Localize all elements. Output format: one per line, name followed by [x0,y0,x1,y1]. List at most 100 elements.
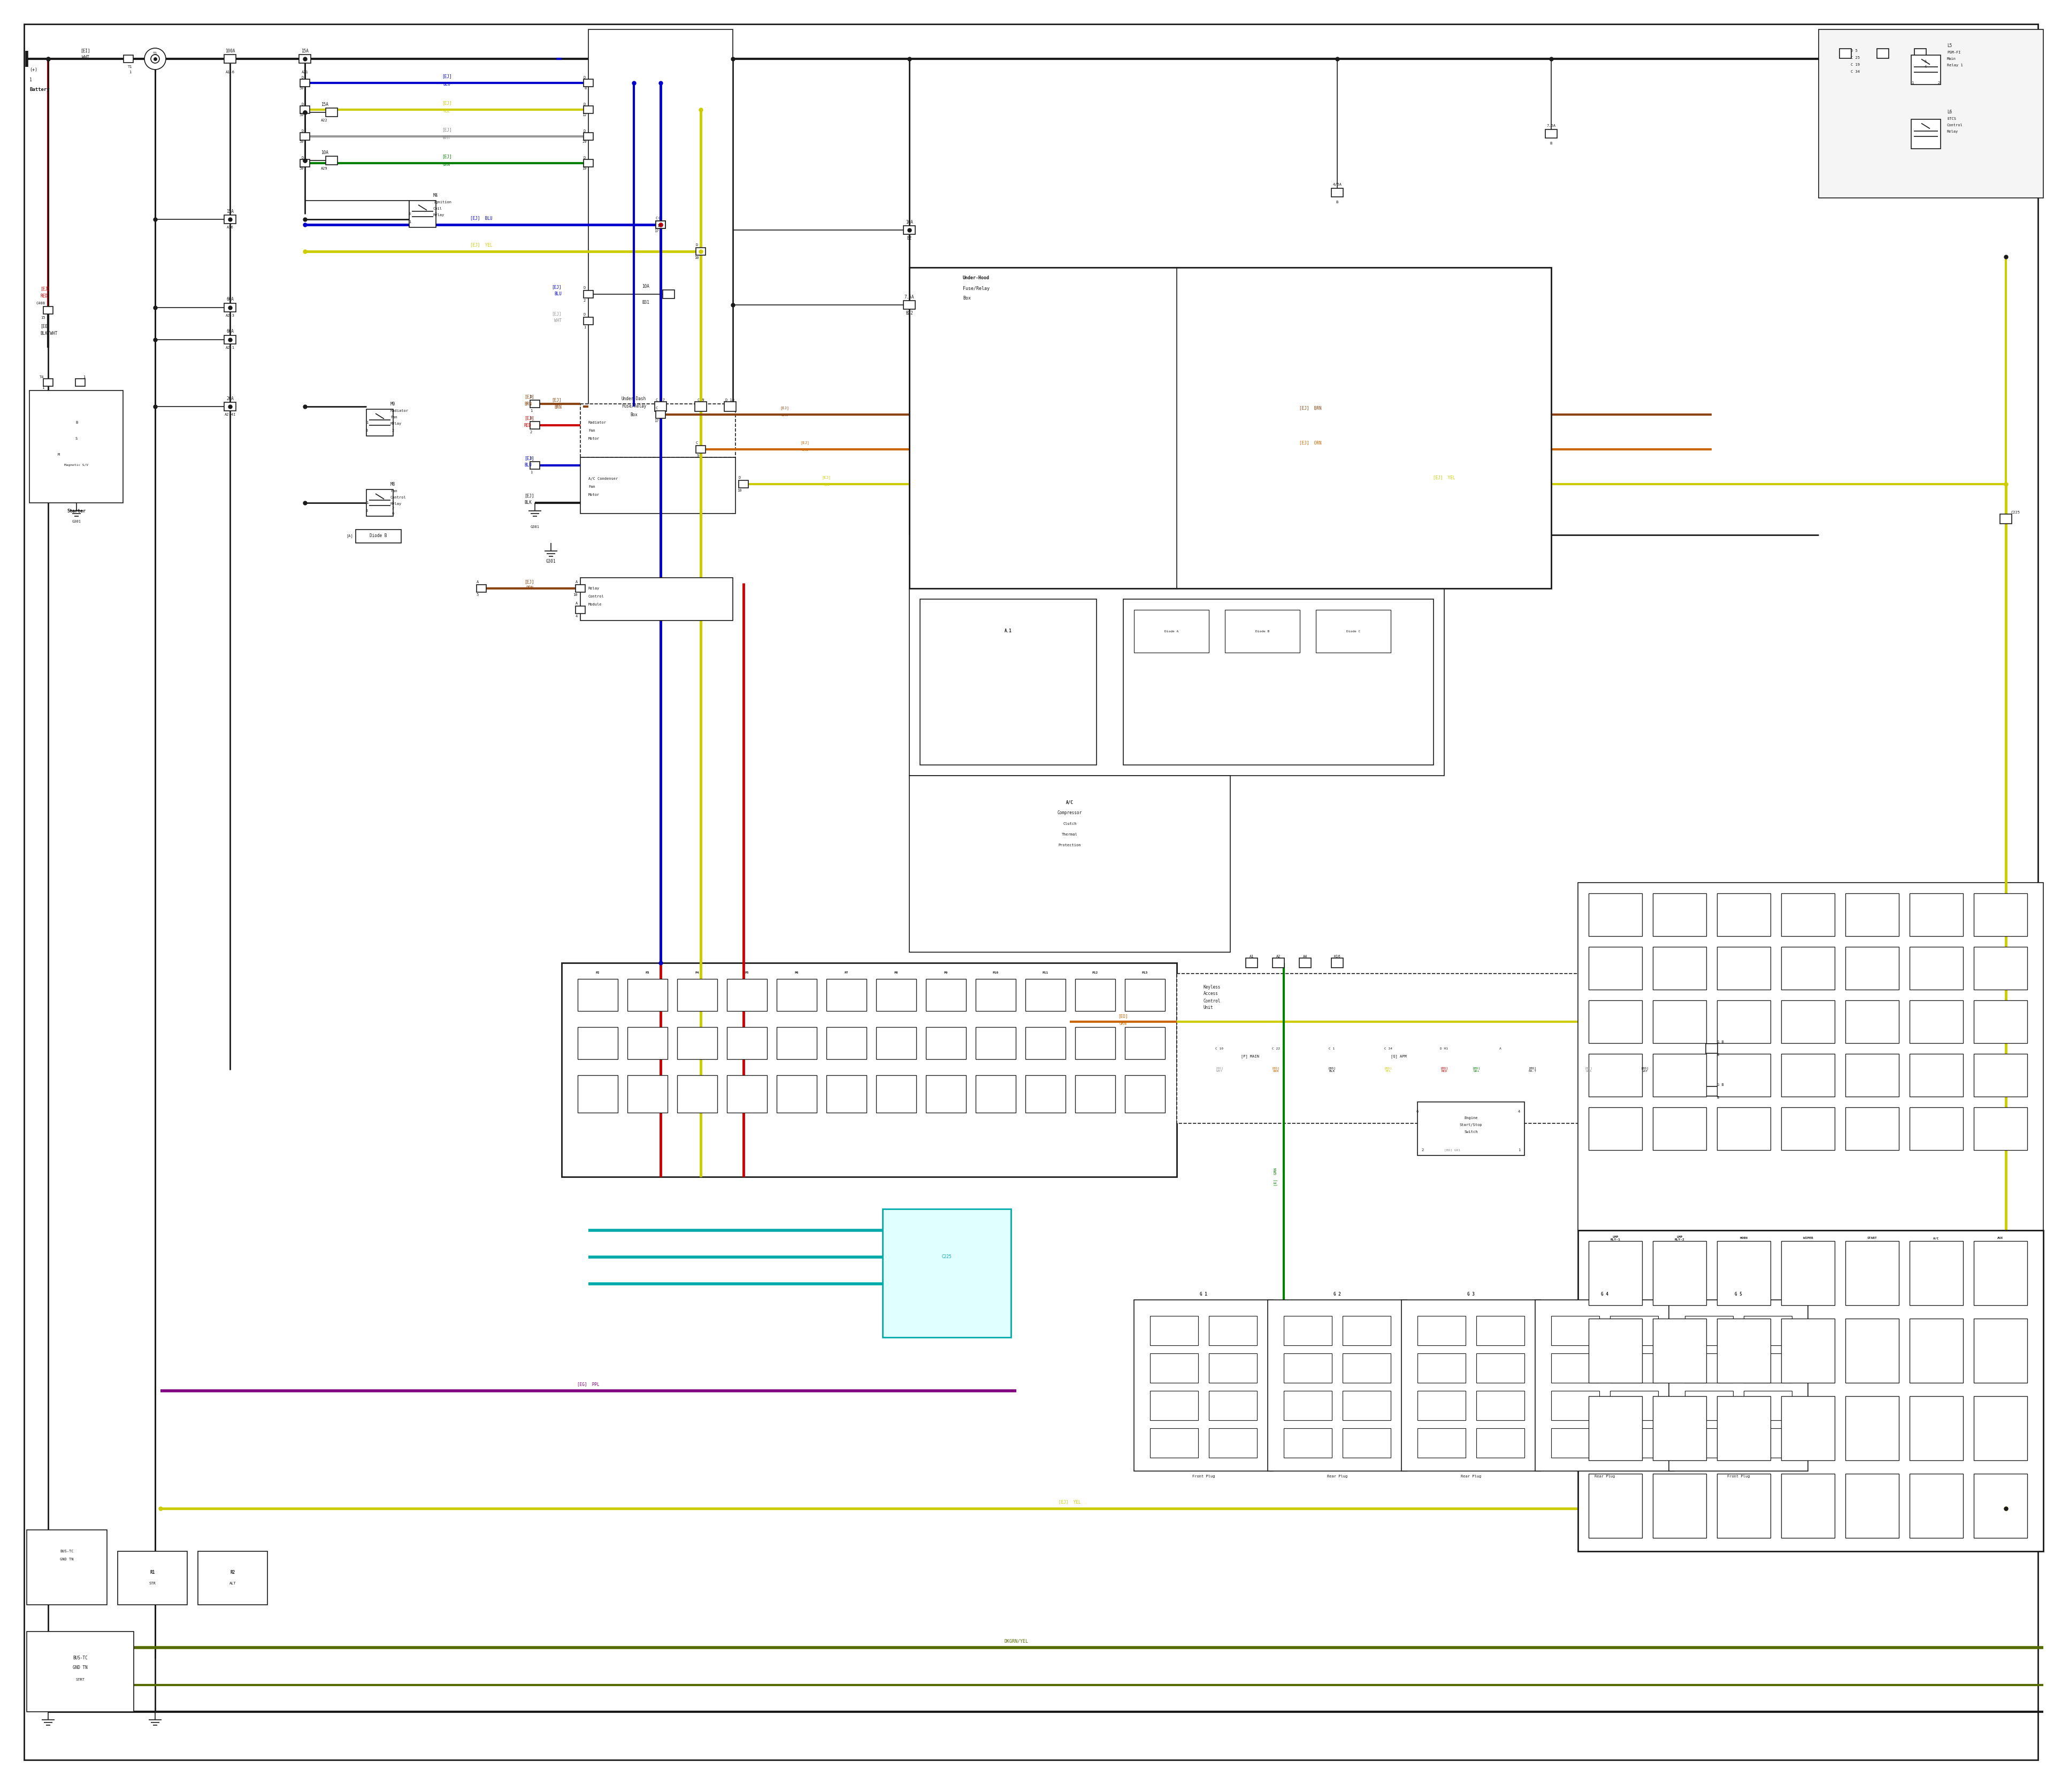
Text: 7.5A: 7.5A [1547,124,1555,127]
Text: D: D [583,102,585,106]
Text: D: D [302,102,304,106]
Bar [1877,48,1890,59]
Bar [1610,1353,1658,1383]
Bar [1910,1242,1964,1305]
Text: Magnetic S/V: Magnetic S/V [64,464,88,466]
Text: Under-Hood: Under-Hood [963,276,990,281]
Text: C 25: C 25 [1851,56,1859,59]
Text: Starter: Starter [68,509,86,513]
Bar [29,391,123,504]
Text: DKGRN/YEL: DKGRN/YEL [1004,1638,1029,1643]
Bar [926,1027,965,1059]
Text: Thermal: Thermal [1062,833,1078,837]
Text: GND TN: GND TN [72,1665,88,1670]
Text: 17: 17 [657,224,661,228]
Text: 1: 1 [41,387,43,389]
Bar [575,606,585,613]
Bar [1577,1231,2044,1552]
Bar [1840,48,1851,59]
Text: 8: 8 [1717,1097,1719,1098]
Text: D: D [583,129,585,133]
Text: [BD]
BLK: [BD] BLK [1327,1066,1335,1073]
Text: P2: P2 [596,971,600,973]
Bar [727,1027,766,1059]
Bar [1910,118,1941,149]
Bar [739,480,748,487]
Text: 60A: 60A [226,297,234,303]
Bar [678,978,717,1011]
Text: Keyless: Keyless [1204,984,1220,989]
Bar [1653,1000,1707,1043]
Bar [76,378,84,387]
Text: G B: G B [1717,1082,1723,1086]
Bar [1844,1319,1898,1383]
Text: A/C Condenser: A/C Condenser [587,477,618,480]
Text: Fan: Fan [587,428,596,432]
Bar [1653,1396,1707,1460]
Bar [355,530,401,543]
Text: 60A: 60A [226,330,234,333]
Bar [1684,1428,1734,1457]
Bar [1210,1353,1257,1383]
Bar [1074,978,1115,1011]
Bar [1974,946,2027,989]
Text: Rear Plug: Rear Plug [1594,1475,1614,1478]
Text: Radiator: Radiator [587,421,606,425]
Text: 59: 59 [300,167,304,170]
Bar [43,378,53,387]
Bar [1653,1319,1707,1383]
Text: S: S [1925,59,1927,63]
Bar [300,79,310,86]
Bar [123,56,134,63]
Text: 9: 9 [696,453,698,457]
Text: BLK/WHT: BLK/WHT [41,332,58,335]
Text: ETCS: ETCS [1947,116,1955,120]
Text: D 5: D 5 [1851,48,1857,52]
Text: [EJ]: [EJ] [442,73,452,79]
Text: YEL: YEL [824,484,830,486]
Text: T1: T1 [127,65,131,68]
Text: Relay 1: Relay 1 [1947,65,1964,66]
Text: [BD]
RED: [BD] RED [1440,1066,1448,1073]
Bar [976,1027,1017,1059]
Bar [1247,959,1257,968]
Bar [1705,1086,1717,1097]
Bar [1210,1391,1257,1421]
Bar [904,226,916,235]
Bar [826,978,867,1011]
Bar [224,303,236,312]
Bar [1588,1000,1641,1043]
Text: 3: 3 [366,428,368,432]
Text: G301: G301 [530,525,540,529]
Bar [27,1631,134,1711]
Text: C 22: C 22 [1271,1047,1280,1050]
Bar [224,401,236,410]
Bar [583,79,594,86]
Text: B31: B31 [641,299,649,305]
Text: WHT: WHT [82,56,88,61]
Bar [583,317,594,324]
Text: C225: C225 [2011,511,2021,514]
Text: [EJ]: [EJ] [442,127,452,133]
Text: 17: 17 [655,229,659,233]
Text: 1: 1 [530,409,532,412]
Bar [976,1075,1017,1113]
Text: Diode B: Diode B [370,534,386,538]
Bar [1343,1391,1391,1421]
Bar [1150,1391,1197,1421]
Text: Fuse/Relay: Fuse/Relay [622,405,647,409]
Bar [1781,894,1834,935]
Text: 10A: 10A [906,220,914,224]
Text: HORN: HORN [1740,1236,1748,1240]
Bar [1910,1473,1964,1538]
Bar [1974,1473,2027,1538]
Bar [1668,1299,1808,1471]
Text: 1: 1 [583,326,585,330]
Text: [EJ]: [EJ] [524,416,534,421]
Bar [581,577,733,620]
Bar [776,978,817,1011]
Text: RED: RED [41,294,47,297]
Text: A/C: A/C [1933,1236,1939,1240]
Text: D: D [302,156,304,159]
Text: [EJ]: [EJ] [553,312,561,317]
